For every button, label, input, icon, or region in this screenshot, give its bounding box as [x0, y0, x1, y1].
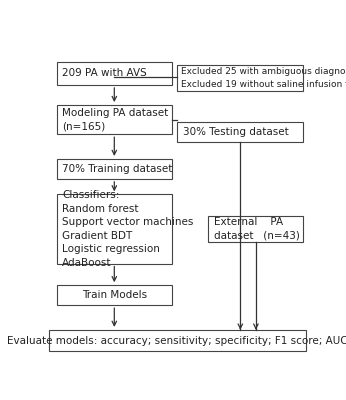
- Text: 209 PA with AVS: 209 PA with AVS: [62, 68, 147, 78]
- Bar: [208, 216, 303, 242]
- Bar: [177, 122, 303, 142]
- Text: Excluded 25 with ambiguous diagnosis
Excluded 19 without saline infusion test: Excluded 25 with ambiguous diagnosis Exc…: [181, 68, 346, 89]
- Bar: [177, 65, 303, 91]
- Text: External    PA
dataset   (n=43): External PA dataset (n=43): [213, 217, 299, 241]
- Text: Train Models: Train Models: [82, 290, 147, 300]
- Text: 30% Testing dataset: 30% Testing dataset: [183, 127, 289, 137]
- Bar: [57, 105, 172, 134]
- Bar: [57, 194, 172, 264]
- Bar: [57, 159, 172, 179]
- Text: Evaluate models: accuracy; sensitivity; specificity; F1 score; AUC: Evaluate models: accuracy; sensitivity; …: [7, 336, 346, 346]
- Text: Classifiers:
Random forest
Support vector machines
Gradient BDT
Logistic regress: Classifiers: Random forest Support vecto…: [62, 190, 193, 268]
- Bar: [57, 62, 172, 85]
- Text: Modeling PA dataset
(n=165): Modeling PA dataset (n=165): [62, 108, 168, 132]
- Bar: [57, 285, 172, 305]
- Bar: [48, 330, 306, 351]
- Text: 70% Training dataset: 70% Training dataset: [62, 164, 172, 174]
